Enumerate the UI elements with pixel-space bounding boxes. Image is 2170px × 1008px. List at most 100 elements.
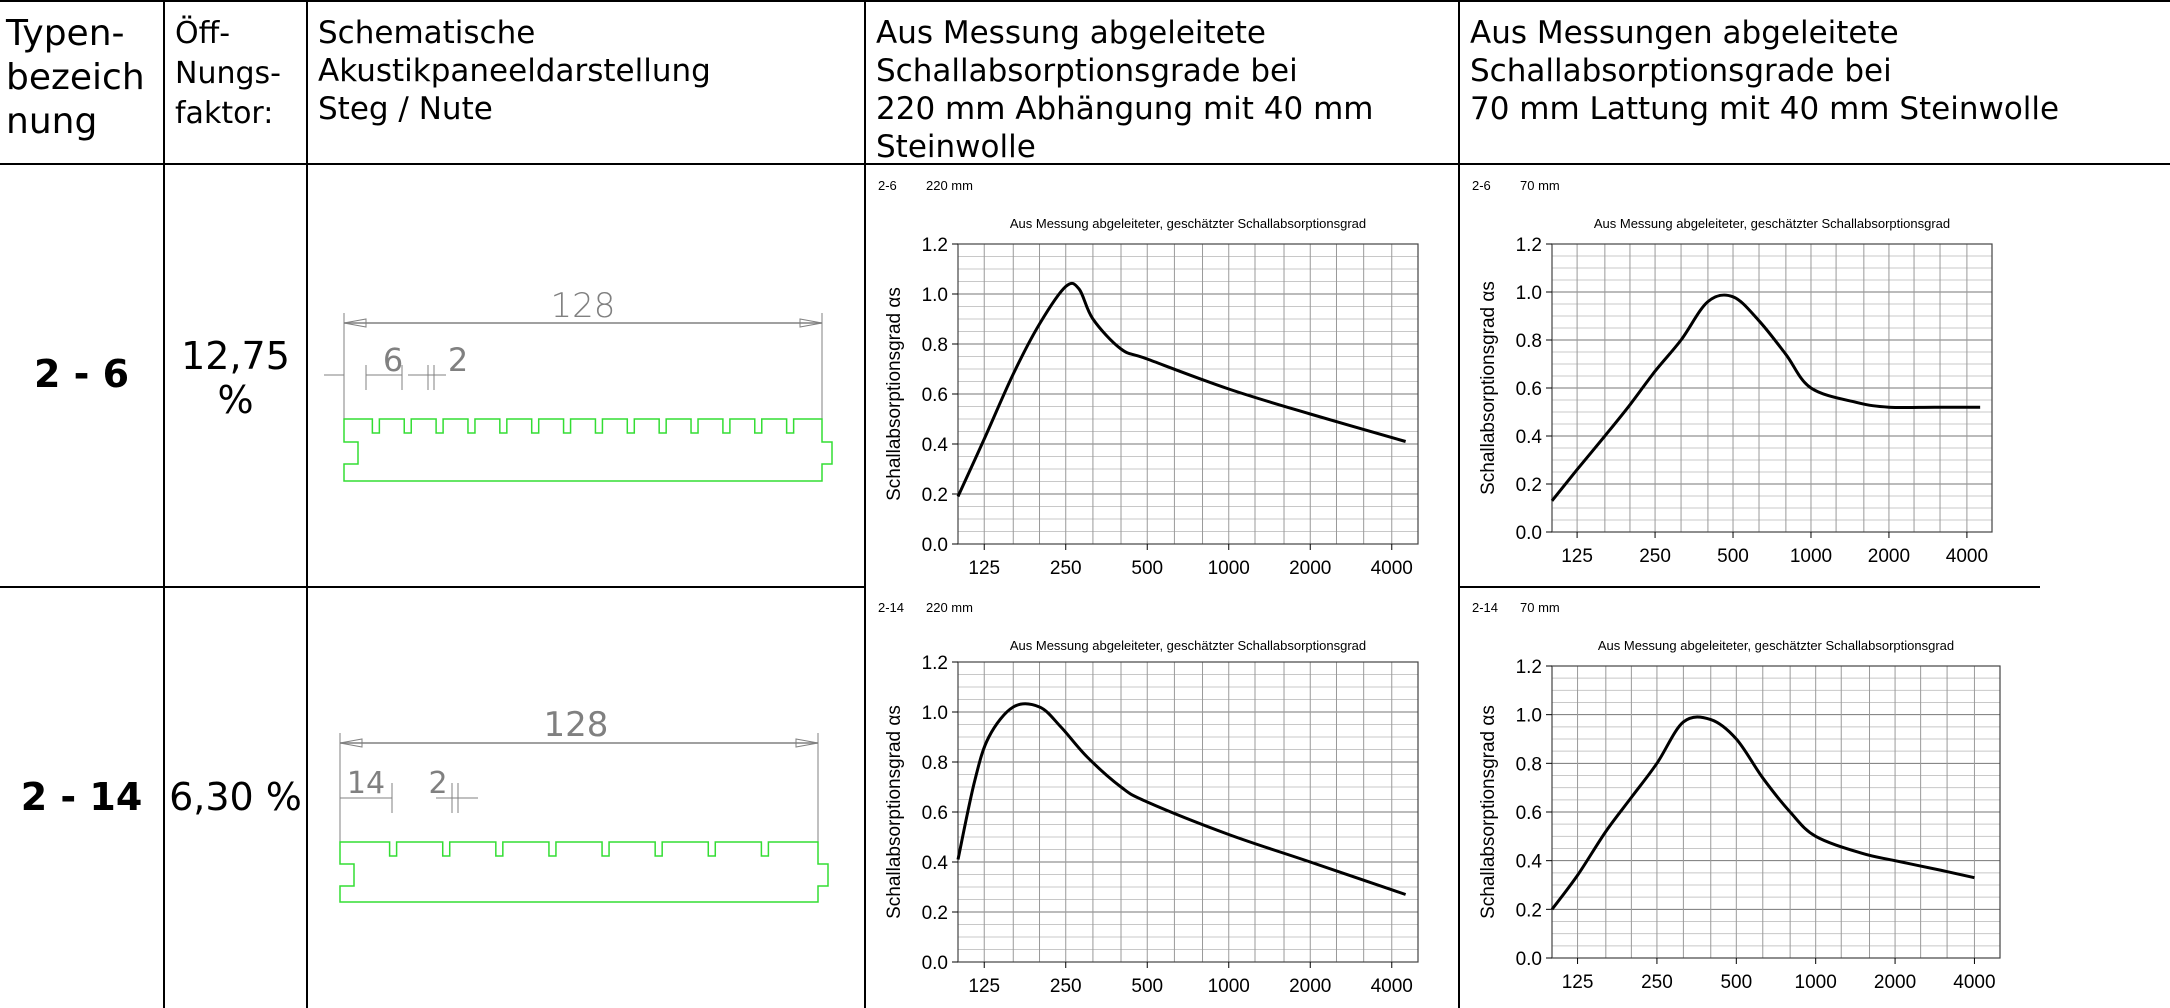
header-text-line: 70 mm Lattung mit 40 mm Steinwolle [1470,91,2060,127]
header-absorption-70: Aus Messungen abgeleitete Schallabsorpti… [1460,2,2160,162]
y-tick-label: 0.6 [922,803,948,824]
x-tick-label: 500 [1131,558,1163,579]
y-axis-label: Schallabsorptionsgrad αs [1478,281,1499,495]
x-tick-label: 250 [1639,546,1671,567]
chart-tag: 2-14 [878,600,904,615]
y-tick-label: 0.4 [1516,852,1543,873]
dim-total: 128 [339,705,819,844]
x-tick-label: 125 [1561,546,1593,567]
chart-title: Aus Messung abgeleiteter, geschätzter Sc… [1598,638,1954,653]
row-divider [0,586,865,588]
chart-mount-label: 70 mm [1520,178,1560,193]
y-tick-label: 1.2 [922,235,948,256]
header-schematic: Schematische Akustikpaneeldarstellung St… [308,2,864,162]
header-text-line: faktor: [175,96,274,131]
y-axis-label: Schallabsorptionsgrad αs [1478,705,1499,919]
y-tick-label: 1.0 [1516,283,1542,304]
header-text-line: nung [6,101,98,142]
col-divider-3 [864,0,866,1008]
dim-total-label: 128 [544,705,609,745]
panel-profile [339,841,829,903]
y-tick-label: 0.4 [922,435,949,456]
header-text-line: Schematische [318,15,536,51]
chart-title: Aus Messung abgeleiteter, geschätzter Sc… [1010,216,1366,231]
y-tick-label: 0.8 [1516,331,1542,352]
y-tick-label: 0.2 [1516,900,1542,921]
y-tick-label: 0.0 [922,535,948,556]
header-text-line: Aus Messung abgeleitete [876,15,1266,51]
header-text-line: Öff- [175,16,231,51]
row-divider-right [1460,586,2040,588]
dim-slot-label: 2 [448,341,468,379]
header-text-line: Steinwolle [876,129,1036,165]
y-tick-label: 0.2 [1516,475,1542,496]
header-text-line: Schallabsorptionsgrade bei [1470,53,1892,89]
x-tick-label: 125 [968,558,1000,579]
y-tick-label: 0.4 [1516,427,1543,448]
header-text-line: Nungs- [175,56,281,91]
opening-factor-value: 12,75 [181,334,290,378]
header-text-line: Typen- [6,13,125,54]
x-tick-label: 4000 [1371,976,1413,997]
opening-factor: 12,75 % [165,334,306,422]
x-tick-label: 1000 [1790,546,1832,567]
x-tick-label: 250 [1050,558,1082,579]
y-tick-label: 0.6 [1516,379,1542,400]
x-tick-label: 1000 [1208,976,1250,997]
chart-tag: 2-6 [1472,178,1491,193]
header-type-designation: Typen- bezeich nung [0,2,163,162]
x-tick-label: 2000 [1874,972,1916,993]
chart-tag: 2-6 [878,178,897,193]
y-tick-label: 0.6 [1516,803,1542,824]
col-divider-2 [306,0,308,1008]
y-tick-label: 0.2 [922,485,948,506]
x-tick-label: 2000 [1289,976,1331,997]
absorption-chart: 2-14 220 mm Aus Messung abgeleiteter, gesc… [878,600,1419,997]
header-text-line: Akustikpaneeldarstellung [318,53,711,89]
chart-title: Aus Messung abgeleiteter, geschätzter Sc… [1594,216,1950,231]
dim-total-label: 128 [551,286,616,326]
header-text-line: Schallabsorptionsgrade bei [876,53,1298,89]
x-tick-label: 250 [1050,976,1082,997]
dim-web-label: 6 [383,341,403,379]
y-tick-label: 0.0 [922,953,948,974]
x-tick-label: 1000 [1208,558,1250,579]
panel-profile [343,418,833,482]
header-text-line: Steg / Nute [318,91,493,127]
header-text-line: bezeich [6,57,145,98]
y-tick-label: 0.0 [1516,523,1542,544]
y-tick-label: 1.0 [922,703,948,724]
dim-slot-label: 2 [428,766,447,801]
x-tick-label: 500 [1717,546,1749,567]
absorption-curve [956,281,1407,498]
y-tick-label: 1.2 [1516,235,1542,256]
absorption-curve [956,702,1407,896]
header-text-line: 220 mm Abhängung mit 40 mm [876,91,1374,127]
absorption-chart: 2-6 220 mm Aus Messung abgeleiteter, gesch… [878,178,1419,579]
absorption-curve [1550,293,1981,502]
opening-factor-value: 6,30 % [169,775,302,819]
chart-title: Aus Messung abgeleiteter, geschätzter Sc… [1010,638,1366,653]
chart-tag: 2-14 [1472,600,1498,615]
y-tick-label: 0.2 [922,903,948,924]
y-tick-label: 0.0 [1516,949,1542,970]
x-tick-label: 500 [1720,972,1752,993]
x-tick-label: 125 [968,976,1000,997]
dim-web-label: 14 [347,766,385,801]
dim-web: 6 2 [324,341,468,390]
header-text-line: Aus Messungen abgeleitete [1470,15,1899,51]
opening-factor-unit: % [217,378,254,422]
chart-mount-label: 70 mm [1520,600,1560,615]
y-tick-label: 0.8 [922,753,948,774]
table-top-border [0,0,2170,2]
x-tick-label: 250 [1641,972,1673,993]
panel-schematic: 128 6 2 [324,286,833,482]
absorption-chart: 2-14 70 mm Aus Messung abgeleiteter, gesch… [1472,600,2001,993]
panel-schematic: 128 14 2 [339,705,829,903]
dim-web: 14 2 [340,766,478,813]
y-axis-label: Schallabsorptionsgrad αs [884,705,905,919]
x-tick-label: 4000 [1946,546,1988,567]
chart-mount-label: 220 mm [926,178,973,193]
header-absorption-220: Aus Messung abgeleitete Schallabsorption… [866,2,1458,165]
x-tick-label: 2000 [1289,558,1331,579]
